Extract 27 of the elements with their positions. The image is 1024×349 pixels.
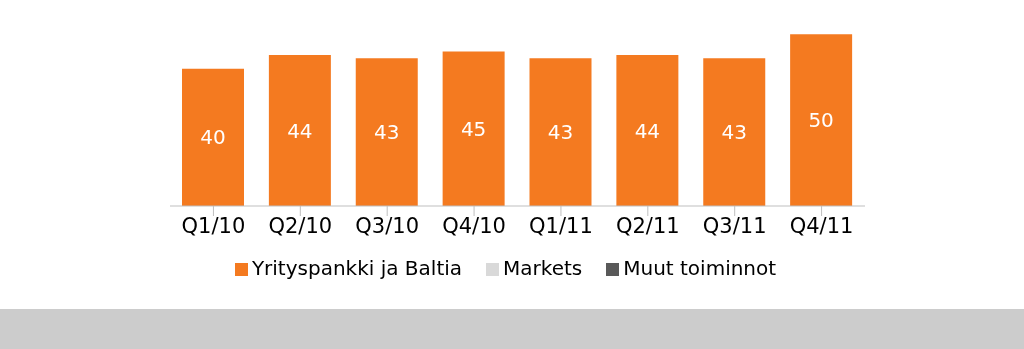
bar [355,58,418,206]
bar [182,68,244,206]
bar [442,51,505,206]
bar [529,58,592,206]
data-label: 50 [808,108,834,133]
x-tick-label: Q2/10 [268,213,333,238]
bar [616,54,679,206]
bar [268,54,331,206]
data-label: 45 [460,116,487,141]
bar [703,58,766,206]
x-tick-label: Q2/11 [615,213,680,238]
x-tick-label: Q4/11 [789,213,854,238]
data-label: 44 [634,118,661,143]
x-tick-label: Q1/10 [181,213,246,238]
x-tick-label: Q4/10 [442,213,506,238]
data-label: 43 [374,120,400,145]
legend-label: Yrityspankki ja Baltia [251,256,463,280]
x-tick-label: Q1/11 [529,213,593,238]
data-label: 40 [200,125,226,150]
bar [790,34,853,206]
data-label: 43 [721,120,747,145]
x-tick-label: Q3/11 [702,213,767,238]
data-label: 43 [547,120,574,145]
legend-label: Markets [503,256,583,280]
data-label: 44 [287,118,313,143]
x-tick-label: Q3/10 [355,213,420,238]
legend-label: Muut toiminnot [623,256,777,280]
